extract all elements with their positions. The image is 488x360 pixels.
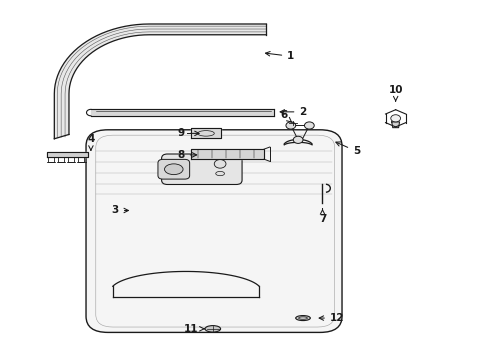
Text: 9: 9	[177, 129, 199, 138]
Ellipse shape	[204, 325, 220, 332]
Polygon shape	[391, 122, 399, 128]
Ellipse shape	[295, 316, 310, 320]
Ellipse shape	[215, 171, 224, 176]
Text: 4: 4	[87, 134, 94, 150]
Polygon shape	[190, 129, 221, 138]
Text: 12: 12	[319, 313, 344, 323]
PathPatch shape	[158, 159, 189, 179]
Circle shape	[214, 159, 225, 168]
Circle shape	[304, 122, 314, 129]
PathPatch shape	[161, 154, 242, 184]
Text: 8: 8	[177, 150, 196, 160]
Text: 7: 7	[318, 209, 325, 224]
Text: 6: 6	[279, 111, 291, 122]
Polygon shape	[47, 152, 88, 157]
Text: 1: 1	[265, 51, 294, 61]
Text: 5: 5	[335, 142, 360, 156]
Circle shape	[293, 136, 303, 143]
Text: 2: 2	[280, 107, 306, 117]
Text: 3: 3	[111, 206, 128, 216]
Text: 11: 11	[183, 324, 203, 334]
PathPatch shape	[86, 130, 341, 332]
Circle shape	[285, 122, 295, 129]
Polygon shape	[91, 109, 273, 116]
Polygon shape	[190, 149, 264, 159]
Text: 10: 10	[387, 85, 402, 101]
Ellipse shape	[164, 164, 183, 175]
Circle shape	[390, 115, 400, 122]
Polygon shape	[54, 24, 266, 139]
